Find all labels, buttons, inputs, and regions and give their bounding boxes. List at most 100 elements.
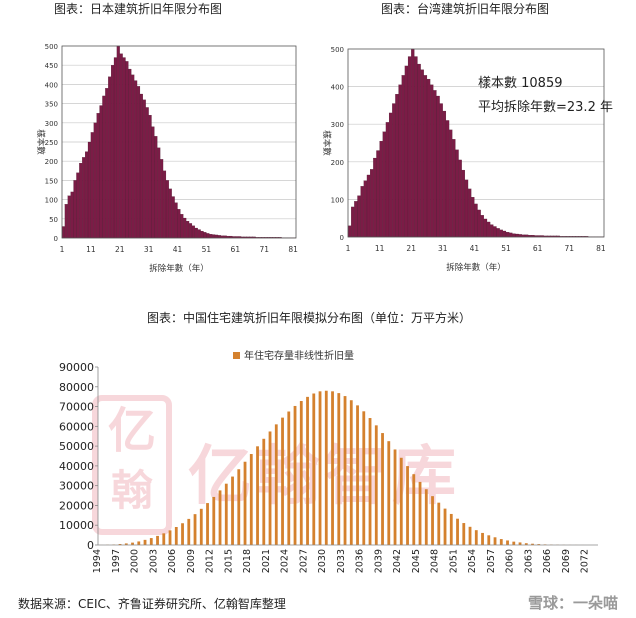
series-bar [381, 433, 384, 545]
histogram-bar [379, 141, 383, 238]
series-bar [368, 418, 372, 545]
histogram-bar [455, 149, 459, 238]
series-bar [293, 405, 297, 545]
x-tick-label: 2018 [242, 549, 253, 573]
histogram-bar [76, 172, 80, 239]
x-tick-label: 2072 [580, 549, 591, 573]
series-bar [512, 541, 516, 545]
y-tick-label: 50000 [59, 440, 94, 453]
y-tick-label: 400 [331, 84, 344, 92]
series-bar [299, 401, 303, 545]
series-bar [268, 431, 272, 545]
series-bar [343, 396, 347, 545]
histogram-bar [96, 113, 100, 239]
histogram-bar [477, 209, 481, 238]
series-bar [449, 513, 453, 545]
histogram-bar [200, 230, 204, 239]
series-bar [181, 523, 184, 545]
x-tick-label: 61 [533, 244, 543, 253]
histogram-bar [395, 94, 399, 238]
histogram-bar [64, 204, 68, 239]
y-tick-label: 90000 [59, 361, 94, 374]
histogram-bar [154, 136, 158, 239]
histogram-bar [370, 169, 374, 238]
series-bar [168, 530, 172, 545]
x-tick-label: 2066 [542, 549, 553, 573]
x-tick-label: 2048 [430, 549, 441, 573]
x-tick-label: 11 [86, 245, 96, 254]
y-tick-label: 300 [331, 121, 344, 129]
series-bar [312, 393, 316, 545]
x-tick-label: 2024 [280, 549, 291, 573]
histogram-bar [360, 186, 364, 238]
series-bar [481, 532, 484, 545]
y-axis-label: 樣本數 [35, 129, 46, 155]
series-bar [218, 490, 222, 545]
histogram-bar [347, 225, 352, 238]
x-tick-label: 2030 [317, 549, 328, 573]
y-tick-label: 500 [331, 46, 344, 54]
series-bar [156, 535, 159, 545]
histogram-bar [474, 203, 478, 238]
histogram-bar [515, 233, 519, 238]
x-tick-label: 2015 [223, 549, 234, 573]
x-tick-label: 2069 [561, 549, 572, 573]
china-bar-chart: 年住宅存量非线性折旧量 0 10000 20000 30000 40000 50000 600… [59, 349, 598, 573]
histogram-bar [217, 235, 221, 239]
y-tick-label: 250 [45, 139, 58, 147]
series-bar [262, 438, 266, 545]
series-bar [474, 530, 478, 545]
x-tick-label: 71 [564, 244, 574, 253]
histogram-bar [215, 234, 219, 239]
histogram-bar [480, 215, 484, 238]
x-tick-label: 31 [144, 245, 154, 254]
histogram-bar [197, 229, 201, 239]
x-tick-label: 21 [115, 245, 125, 254]
histogram-bar [442, 110, 447, 238]
x-tick-label: 21 [406, 244, 416, 253]
histogram-bar [70, 191, 74, 239]
histogram-bar [131, 74, 135, 239]
histogram-bar [90, 132, 94, 239]
histogram-bar [392, 103, 396, 238]
histogram-bar [357, 195, 361, 238]
series-bar [149, 538, 153, 545]
series-bar [537, 544, 541, 545]
y-tick-label: 450 [45, 62, 58, 70]
series-bar [331, 391, 334, 545]
x-tick-label: 2021 [261, 549, 272, 573]
x-tick-label: 2027 [298, 549, 309, 573]
histogram-bar [119, 53, 123, 239]
histogram-bar [134, 80, 138, 239]
x-tick-label: 2000 [130, 549, 141, 573]
series-bar [393, 449, 397, 545]
series-bar [281, 417, 284, 545]
y-tick-label: 80000 [59, 381, 94, 394]
x-tick-label: 31 [438, 244, 448, 253]
series-bar [143, 539, 147, 545]
series-bar [274, 424, 278, 545]
x-tick-label: 71 [259, 245, 269, 254]
histogram-bar [483, 218, 488, 238]
series-bar [418, 481, 422, 545]
histogram-bar [486, 221, 491, 238]
histogram-bar [186, 221, 190, 239]
series-bar [412, 474, 416, 545]
histogram-bar [102, 95, 106, 239]
series-bar [231, 476, 234, 545]
y-tick-label: 300 [45, 120, 58, 128]
x-tick-label: 2057 [486, 549, 497, 573]
histogram-bar [471, 197, 475, 238]
histogram-bar [496, 228, 500, 238]
series-bar [324, 390, 328, 545]
histogram-bar [401, 75, 405, 238]
histogram-bar [203, 232, 207, 239]
x-tick-label: 81 [288, 245, 298, 254]
series-bar [243, 461, 247, 545]
series-bar [174, 527, 178, 545]
y-tick-label: 0 [87, 539, 94, 552]
histogram-bar [113, 57, 117, 239]
y-tick-label: 200 [331, 159, 344, 167]
x-tick-label: 2012 [205, 549, 216, 573]
